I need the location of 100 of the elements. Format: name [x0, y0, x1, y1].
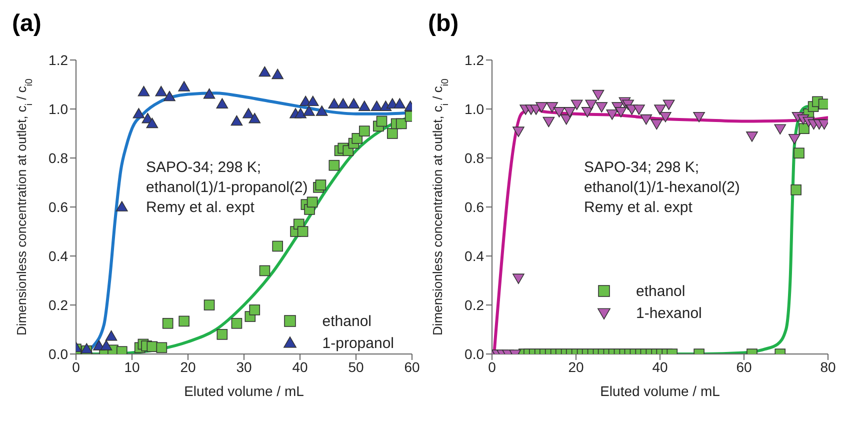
y-tick-label: 1.2 [48, 52, 68, 68]
point [272, 68, 284, 80]
y-tick-label: 0.8 [48, 150, 68, 166]
point [316, 106, 328, 116]
point [164, 90, 176, 102]
point [352, 133, 363, 144]
point [615, 107, 627, 118]
point [650, 119, 663, 130]
point [394, 98, 406, 108]
point [798, 123, 810, 134]
point [203, 88, 216, 99]
point [132, 108, 145, 118]
point [359, 126, 370, 136]
point [156, 342, 168, 354]
legend-label: ethanol [636, 282, 686, 300]
point [100, 340, 112, 350]
y-tick-label: 1.0 [48, 100, 68, 117]
x-tick-label: 0 [488, 358, 496, 375]
point [592, 90, 604, 100]
point [790, 184, 802, 196]
point [294, 108, 306, 118]
point [178, 81, 190, 92]
point [231, 318, 242, 329]
annotation: SAPO-34; 298 K; [584, 158, 700, 178]
annotation: SAPO-34; 298 K; [146, 158, 262, 178]
legend-label: 1-hexanol [636, 304, 702, 322]
point [794, 148, 804, 158]
point [596, 102, 608, 112]
x-tick-label: 30 [236, 358, 252, 375]
point [512, 126, 524, 137]
x-tick-label: 20 [180, 358, 196, 375]
point [818, 98, 828, 110]
point [581, 107, 594, 118]
point [560, 114, 572, 125]
y-tick-label: 0.6 [464, 198, 484, 215]
point [553, 107, 566, 118]
point [774, 124, 786, 134]
point [258, 66, 271, 77]
x-tick-label: 40 [292, 358, 308, 375]
point [105, 330, 118, 341]
y-tick-label: 0.4 [48, 248, 68, 264]
chart-title: (a) [12, 10, 42, 38]
point [788, 134, 800, 144]
x-tick-label: 60 [736, 358, 752, 375]
point [204, 300, 215, 310]
point [328, 160, 340, 171]
annotation: Remy et al. expt [584, 198, 694, 218]
point [370, 100, 383, 111]
y-tick-label: 0.4 [464, 248, 484, 264]
point [138, 86, 150, 96]
point [348, 98, 360, 108]
point [297, 226, 308, 237]
point [606, 110, 618, 120]
point [178, 316, 190, 327]
annotation: ethanol(1)/1-hexanol(2) [584, 178, 740, 198]
point [328, 98, 340, 108]
point [564, 107, 576, 118]
x-tick-label: 60 [404, 358, 420, 375]
x-axis-title: Eluted volume / mL [600, 383, 720, 399]
x-tick-label: 50 [348, 358, 364, 375]
point [660, 112, 672, 122]
chart-title: (b) [428, 10, 459, 38]
point [303, 106, 315, 116]
point [746, 132, 758, 142]
point [146, 341, 158, 352]
point [662, 100, 675, 110]
point [640, 114, 652, 125]
point [248, 112, 261, 124]
y-tick-label: 0.0 [48, 346, 68, 362]
point [242, 108, 254, 118]
x-tick-label: 20 [568, 358, 584, 375]
annotation: Remy et al. expt [146, 198, 256, 218]
point [387, 128, 398, 139]
point [162, 318, 174, 329]
point [396, 118, 407, 130]
point [536, 102, 548, 112]
point [216, 329, 228, 340]
point [315, 180, 326, 190]
x-tick-label: 80 [820, 358, 836, 375]
legend-label: ethanol [322, 312, 372, 330]
x-tick-label: 40 [652, 358, 668, 375]
point [376, 116, 388, 127]
point [654, 104, 666, 115]
x-tick-label: 0 [72, 358, 80, 375]
y-tick-label: 1.0 [464, 100, 484, 117]
point [693, 112, 705, 122]
y-tick-label: 0.8 [464, 150, 484, 166]
point [542, 116, 555, 128]
point [306, 96, 319, 106]
point [259, 265, 270, 276]
point [546, 102, 558, 112]
annotation: ethanol(1)/1-propanol(2) [146, 178, 308, 198]
point [146, 118, 158, 128]
point [116, 201, 128, 212]
point [585, 100, 598, 110]
legend-label: 1-propanol [322, 334, 394, 352]
point [358, 100, 370, 111]
y-tick-label: 0.2 [464, 296, 484, 313]
y-tick-label: 0.2 [48, 296, 68, 313]
y-tick-label: 0.0 [464, 346, 484, 362]
